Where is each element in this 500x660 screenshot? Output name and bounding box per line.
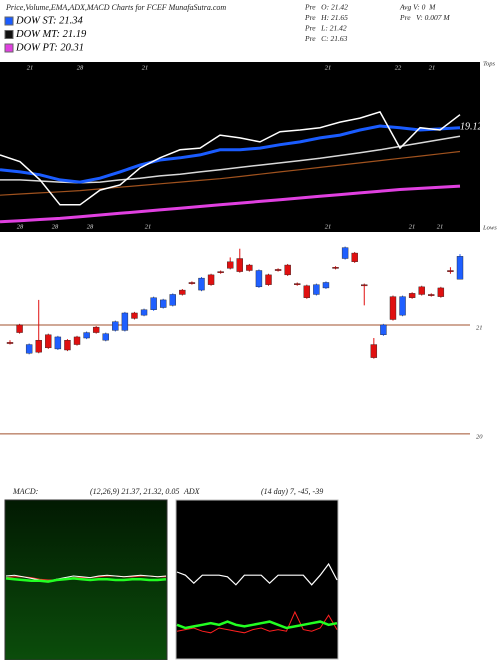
candle-body (169, 294, 176, 306)
candle-body (83, 332, 90, 339)
adx-line (176, 562, 338, 586)
candle-body (159, 299, 167, 308)
candle-body (179, 289, 186, 295)
ema-line (0, 111, 461, 206)
candle-body (35, 339, 42, 353)
candle-body (16, 324, 23, 333)
candle-body (380, 324, 387, 335)
annotation: Tops (483, 60, 496, 67)
stat: Avg V: 0 M (399, 3, 436, 12)
stat: Pre O: 21.42 (304, 3, 348, 12)
candle-body (332, 267, 339, 269)
candle-body (428, 294, 435, 296)
candle-body (6, 342, 14, 344)
macd-line (5, 574, 167, 583)
date-label: 28 (52, 223, 59, 230)
legend-label: DOW PT: 20.31 (15, 42, 84, 53)
candle-body (361, 284, 368, 287)
candle-body (131, 312, 138, 319)
date-label: 22 (395, 64, 402, 71)
ema-line (0, 150, 461, 196)
stat: Pre V: 0.007 M (399, 13, 450, 22)
candle-body (121, 312, 129, 331)
macd-line (5, 577, 167, 583)
candle-body (198, 277, 205, 291)
stat: Pre L: 21.42 (304, 24, 347, 33)
candle-body (112, 321, 119, 331)
candle-body (313, 284, 320, 295)
candle-body (92, 326, 100, 333)
ema-line (0, 124, 461, 184)
legend-swatch (4, 16, 14, 26)
legend-label: DOW MT: 21.19 (15, 29, 87, 40)
date-label: 21 (142, 64, 149, 71)
candle-body (322, 282, 330, 289)
y-tick-label: 20 (476, 433, 483, 440)
candle-body (418, 286, 425, 295)
candle-body (73, 336, 81, 345)
panel-subtitle: (14 day) 7, -45, -39 (261, 487, 323, 496)
legend-swatch (4, 30, 14, 39)
candle-body (45, 334, 52, 349)
date-label: 21 (325, 64, 332, 71)
annotation: 19.12 (460, 121, 483, 132)
date-label: 28 (87, 223, 94, 230)
candle-body (150, 297, 157, 310)
candle-body (389, 296, 397, 320)
candle-body (25, 344, 33, 354)
candle-body (54, 336, 62, 350)
date-label: 21 (437, 223, 444, 230)
panel-subtitle: (12,26,9) 21.37, 21.32, 0.05 (90, 487, 179, 496)
candle-body (284, 264, 291, 276)
y-tick-label: 21 (476, 324, 483, 331)
panel-title: MACD: (12, 487, 39, 496)
candle-body (351, 252, 358, 262)
date-label: 21 (145, 223, 152, 230)
candle-body (188, 282, 196, 284)
ema-panel (0, 62, 480, 232)
date-label: 28 (77, 64, 84, 71)
candle-body (236, 258, 243, 272)
candle-body (456, 256, 464, 280)
candle-body (437, 287, 445, 297)
legend-label: DOW ST: 21.34 (15, 15, 84, 26)
adx-panel (175, 499, 339, 660)
candle-body (265, 274, 272, 285)
date-label: 21 (429, 64, 436, 71)
date-label: 21 (325, 223, 332, 230)
candle-body (341, 247, 349, 259)
candle-body (274, 269, 282, 271)
candle-body (227, 261, 234, 269)
date-label: 21 (409, 223, 416, 230)
candle-body (408, 293, 416, 298)
candle-body (399, 296, 406, 316)
date-label: 28 (17, 223, 24, 230)
candle-body (207, 274, 215, 285)
candle-body (140, 309, 148, 316)
candle-body (102, 333, 109, 341)
legend-swatch (4, 43, 14, 53)
candle-body (246, 264, 253, 271)
adx-line (176, 620, 338, 630)
candle-body (217, 271, 224, 273)
candle-body (255, 270, 263, 288)
candle-body (294, 283, 301, 285)
stat: Pre C: 21.63 (304, 34, 348, 43)
stat: Pre H: 21.65 (304, 13, 348, 22)
candle-body (370, 344, 378, 358)
adx-line (176, 610, 338, 634)
page-title: Price,Volume,EMA,ADX,MACD Charts for FCE… (5, 3, 226, 12)
ema-line (0, 184, 461, 224)
annotation: Lows (482, 224, 497, 231)
candle-body (303, 285, 311, 298)
date-label: 21 (27, 64, 34, 71)
panel-title: ADX (183, 487, 201, 496)
candle-body (64, 339, 71, 351)
candle-body (447, 270, 454, 272)
